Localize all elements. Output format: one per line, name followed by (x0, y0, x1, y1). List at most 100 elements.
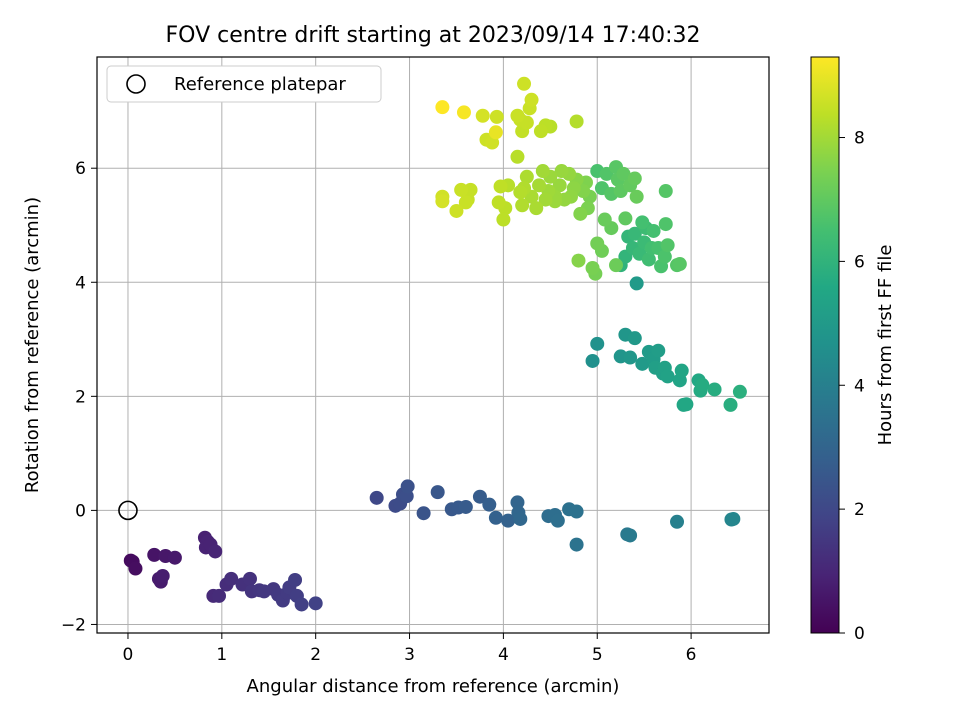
data-point (430, 485, 445, 500)
colorbar-tick-label: 6 (854, 252, 865, 272)
data-point (242, 571, 257, 586)
data-point (635, 215, 650, 230)
data-point (482, 497, 497, 512)
x-tick-label: 0 (123, 645, 134, 665)
colorbar-tick-label: 4 (854, 376, 865, 396)
x-tick-label: 3 (404, 645, 415, 665)
legend-marker (126, 74, 146, 94)
data-point (496, 212, 511, 227)
data-point (449, 203, 464, 218)
data-point (510, 495, 525, 510)
colorbar-gradient (810, 56, 840, 634)
data-point (629, 276, 644, 291)
data-point (458, 499, 473, 514)
data-point (585, 261, 600, 276)
data-point (569, 114, 584, 129)
data-point (517, 76, 532, 91)
data-point (369, 490, 384, 505)
data-point (513, 185, 528, 200)
x-tick-label: 1 (216, 645, 227, 665)
colorbar: 0 2 4 6 8 Hours from first FF file (810, 56, 896, 644)
plot-frame (96, 56, 770, 634)
data-point (623, 350, 638, 365)
grid-lines (97, 57, 769, 633)
data-point (493, 179, 508, 194)
data-point (585, 353, 600, 368)
data-point (128, 561, 143, 576)
data-point (208, 544, 223, 559)
data-point (510, 108, 525, 123)
colorbar-tick-label: 2 (854, 500, 865, 520)
data-point (538, 192, 553, 207)
x-tick-label: 2 (310, 645, 321, 665)
data-point (294, 597, 309, 612)
colorbar-label: Hours from first FF file (875, 245, 896, 446)
data-point (651, 343, 666, 358)
data-point (491, 195, 506, 210)
data-point (550, 513, 565, 528)
data-point (489, 109, 504, 124)
data-point (618, 211, 633, 226)
x-axis-label: Angular distance from reference (arcmin) (247, 676, 620, 697)
data-point (488, 125, 503, 140)
data-point (679, 397, 694, 412)
data-point (635, 356, 650, 371)
data-point (212, 588, 227, 603)
x-tick-label: 6 (686, 645, 697, 665)
data-point (533, 124, 548, 139)
y-axis-ticks: −2 0 2 4 6 (61, 159, 97, 635)
data-point (532, 178, 547, 193)
data-point (616, 166, 631, 181)
legend-label: Reference platepar (174, 74, 346, 95)
chart-title: FOV centre drift starting at 2023/09/14 … (166, 23, 701, 48)
data-point (623, 528, 638, 543)
data-point (510, 149, 525, 164)
data-point (524, 92, 539, 107)
data-point (660, 238, 675, 253)
data-point (529, 201, 544, 216)
reference-platepar-marker (118, 500, 138, 521)
data-point (641, 252, 656, 267)
data-point (288, 572, 303, 587)
data-point (590, 336, 605, 351)
data-point (609, 258, 624, 273)
data-point (658, 184, 673, 199)
data-point (552, 178, 567, 193)
data-point (475, 108, 490, 123)
data-point (435, 194, 450, 209)
data-point (726, 511, 741, 526)
legend-box (106, 65, 382, 103)
data-point (629, 189, 644, 204)
data-point (569, 537, 584, 552)
data-point (672, 257, 687, 272)
data-point (569, 504, 584, 519)
data-point (597, 212, 612, 227)
data-point (627, 331, 642, 346)
colorbar-tick-label: 8 (854, 129, 865, 149)
data-point (147, 547, 162, 562)
data-point (646, 223, 661, 238)
y-tick-label: −2 (61, 615, 86, 635)
data-point (571, 253, 586, 268)
data-point (627, 171, 642, 186)
x-tick-label: 4 (498, 645, 509, 665)
y-tick-label: 2 (75, 387, 86, 407)
data-point (501, 513, 516, 528)
data-point (400, 479, 415, 494)
data-point (554, 164, 569, 179)
reference-marker (118, 500, 138, 521)
data-point (519, 169, 534, 184)
data-point (155, 568, 170, 583)
x-tick-label: 5 (592, 645, 603, 665)
data-point (472, 489, 487, 504)
data-point (707, 382, 722, 397)
data-point (435, 100, 450, 115)
data-point (458, 195, 473, 210)
legend: Reference platepar (106, 65, 382, 103)
data-point (732, 384, 747, 399)
colorbar-ticks: 0 2 4 6 8 (839, 129, 865, 644)
data-point (513, 511, 528, 526)
data-point (658, 217, 673, 232)
y-tick-label: 4 (75, 273, 86, 293)
